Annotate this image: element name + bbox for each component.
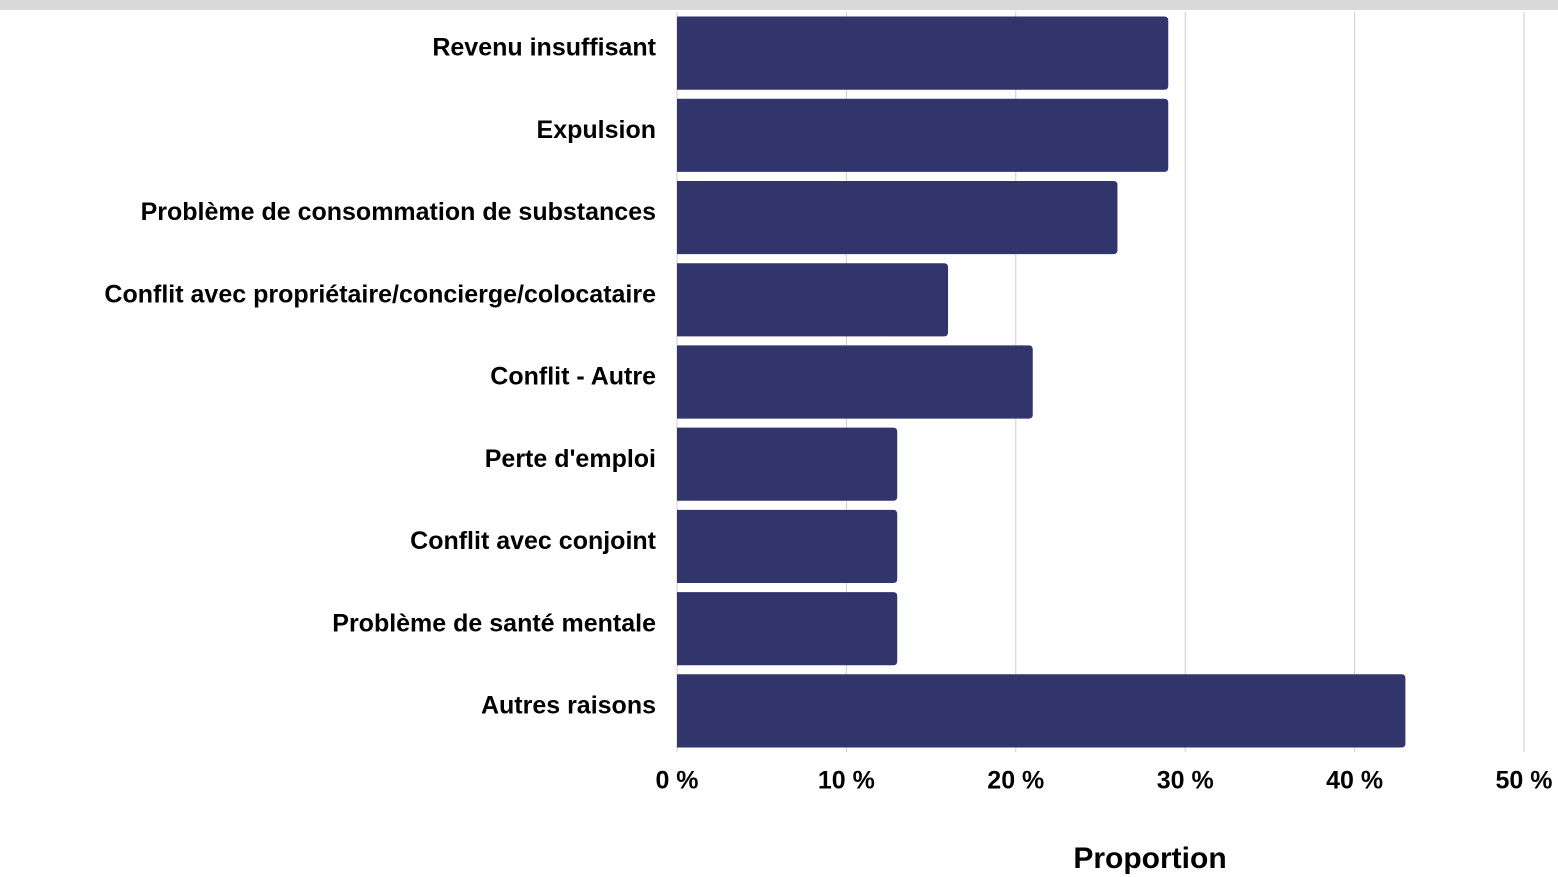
y-tick-label: Revenu insuffisant — [432, 34, 656, 62]
bar — [677, 674, 1406, 748]
y-tick-label: Autres raisons — [481, 691, 656, 719]
x-tick-label: 30 % — [1157, 767, 1214, 795]
x-tick-label: 40 % — [1326, 767, 1383, 795]
x-axis-label: Proportion — [1073, 842, 1226, 875]
y-tick-label: Conflit avec conjoint — [410, 527, 657, 555]
bar — [677, 263, 949, 337]
y-tick-label: Expulsion — [537, 116, 656, 144]
x-tick-label: 10 % — [818, 767, 875, 795]
y-tick-label: Problème de santé mentale — [332, 609, 656, 637]
bar — [677, 345, 1033, 419]
bar — [677, 427, 898, 501]
y-tick-label: Conflit - Autre — [490, 363, 656, 391]
bar — [677, 16, 1169, 90]
y-tick-label: Problème de consommation de substances — [141, 198, 656, 226]
bar — [677, 509, 898, 584]
y-tick-label: Perte d'emploi — [485, 445, 656, 473]
bar — [677, 592, 898, 666]
x-tick-label: 0 % — [655, 767, 698, 795]
bar — [677, 98, 1169, 172]
x-tick-label: 20 % — [987, 767, 1044, 795]
x-tick-label: 50 % — [1496, 767, 1553, 795]
top-band — [0, 0, 1558, 10]
y-tick-label: Conflit avec propriétaire/concierge/colo… — [104, 280, 656, 308]
bar — [677, 180, 1118, 255]
